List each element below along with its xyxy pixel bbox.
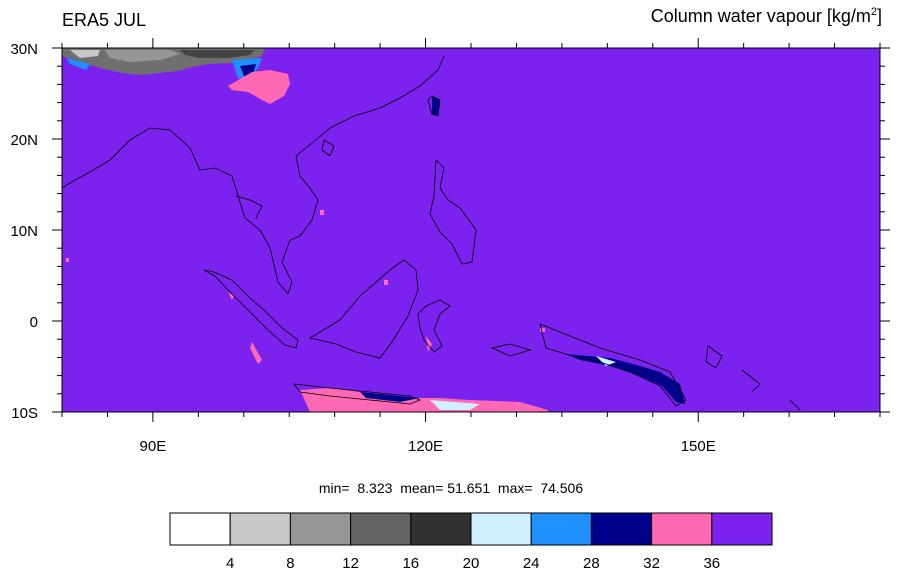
colorbar-label: 4 [226, 555, 234, 572]
stats-line: min= 8.323 mean= 51.651 max= 74.506 [0, 480, 902, 496]
min-value: 8.323 [357, 480, 393, 496]
mean-label: mean= [400, 480, 444, 496]
variable-title: Column water vapour [kg/m2] [651, 6, 882, 27]
variable-label: Column water vapour [kg/m [650, 6, 871, 26]
colorbar-label: 32 [643, 555, 660, 572]
colorbar-bin [229, 512, 291, 546]
variable-label-end: ] [876, 6, 882, 26]
colorbar-label: 24 [523, 555, 540, 572]
colorbar-bin [530, 512, 592, 546]
colorbar-bin [651, 512, 713, 546]
colorbar [169, 512, 773, 546]
island-patches [66, 96, 685, 412]
lat-label: 30N [10, 41, 38, 58]
colorbar-bin [289, 512, 352, 546]
lat-label: 10S [11, 405, 38, 422]
lon-label: 90E [140, 438, 167, 455]
colorbar-label: 36 [703, 555, 720, 572]
min-label: min= [318, 480, 350, 496]
colorbar-bin [711, 512, 773, 546]
map-background [62, 48, 880, 412]
colorbar-label: 8 [286, 555, 294, 572]
max-value: 74.506 [540, 480, 584, 496]
colorbar-bin [350, 512, 412, 546]
axis-ticks [52, 38, 890, 422]
colorbar-labels: 4 8 12 16 20 24 28 32 36 [226, 555, 720, 572]
colorbar-label: 28 [583, 555, 600, 572]
lat-label: 20N [10, 132, 38, 149]
map-panel [61, 47, 881, 413]
tibet-dry-region [62, 48, 290, 104]
colorbar-label: 16 [402, 555, 419, 572]
colorbar-bin [169, 512, 231, 546]
colorbar-label: 20 [463, 555, 480, 572]
map-title: ERA5 JUL [62, 10, 147, 30]
unit-exponent: 2 [870, 6, 877, 18]
lat-label: 10N [10, 223, 38, 240]
longitude-labels: 90E 120E 150E [140, 438, 716, 455]
latitude-labels: 30N 20N 10N 0 10S [10, 41, 38, 422]
max-label: max= [497, 480, 533, 496]
lat-label: 0 [30, 314, 38, 331]
colorbar-bin [470, 512, 532, 546]
lon-label: 150E [681, 438, 716, 455]
colorbar-bin [590, 512, 653, 546]
lon-label: 120E [408, 438, 443, 455]
colorbar-bin [410, 512, 472, 546]
mean-value: 51.651 [447, 480, 491, 496]
colorbar-label: 12 [342, 555, 359, 572]
